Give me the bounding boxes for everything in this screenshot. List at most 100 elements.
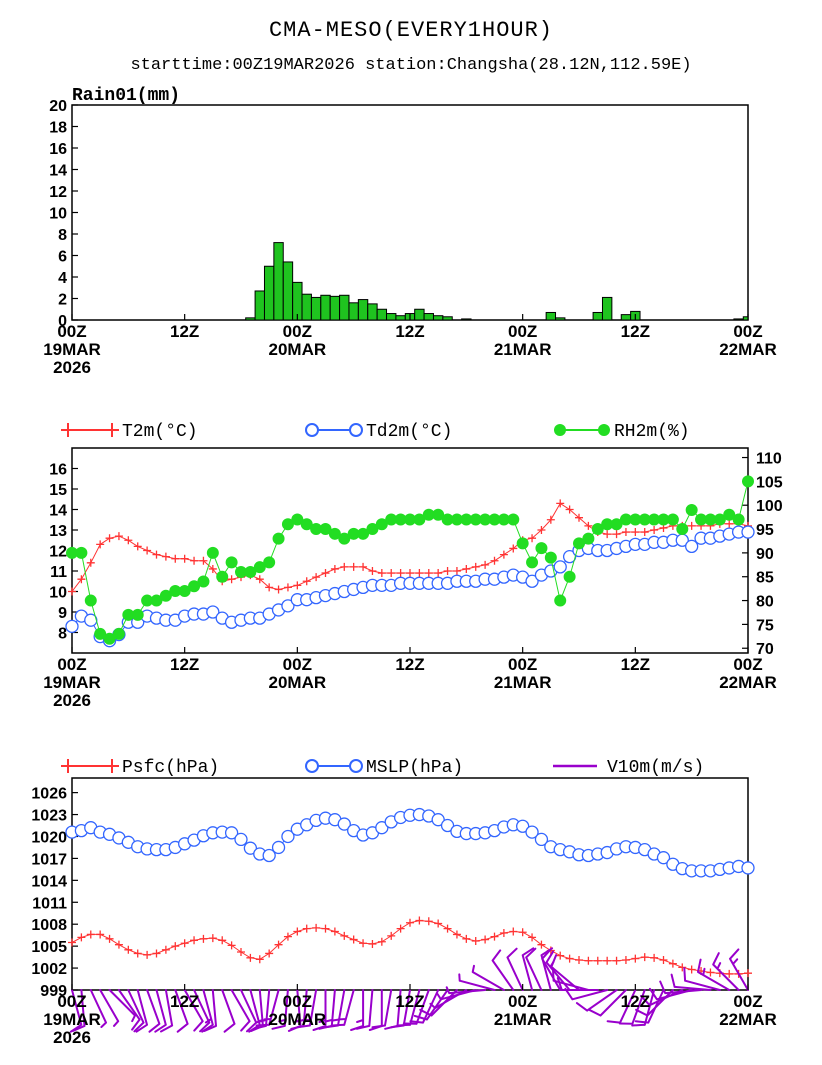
rain-bar xyxy=(432,315,444,321)
rh2m-point xyxy=(375,518,388,531)
rh2m-legend-marker xyxy=(554,424,566,436)
mslp-point xyxy=(375,821,389,835)
surface-y-tick-label: 15 xyxy=(49,482,67,499)
rh2m-point xyxy=(131,608,144,621)
x-tick-label: 12Z xyxy=(621,322,650,341)
rain-bar xyxy=(245,317,256,321)
rain-y-tick-label: 20 xyxy=(49,98,67,115)
psfc-point xyxy=(190,936,199,945)
t2m-point xyxy=(509,544,518,553)
t2m-legend-label: T2m(°C) xyxy=(122,422,198,442)
rain-bar xyxy=(282,261,294,321)
rh2m-point xyxy=(732,513,745,526)
rh2m-point xyxy=(338,532,351,545)
x-date-label: 21MAR xyxy=(494,340,552,359)
t2m-point xyxy=(321,569,330,578)
psfc-point xyxy=(255,955,264,964)
t2m-point xyxy=(687,521,696,530)
wind-barb xyxy=(221,989,236,1033)
t2m-point xyxy=(105,534,114,543)
psfc-point xyxy=(124,945,133,954)
mslp-point xyxy=(534,832,549,847)
rain-y-tick-label: 0 xyxy=(58,313,67,330)
psfc-legend-label: Psfc(hPa) xyxy=(122,758,219,778)
mslp-point xyxy=(741,861,755,875)
wind-barb xyxy=(506,947,524,991)
x-date-label: 21MAR xyxy=(494,1010,552,1029)
rain-bar xyxy=(461,318,472,321)
wind-barb xyxy=(117,989,141,1031)
td2m-point xyxy=(281,599,295,613)
wind-barb xyxy=(99,989,120,1027)
x-date-label: 21MAR xyxy=(494,673,552,692)
psfc-point xyxy=(452,930,461,939)
rh2m-point xyxy=(713,513,726,526)
t2m-point xyxy=(396,569,405,578)
psfc-point xyxy=(86,930,95,939)
x-date-label: 20MAR xyxy=(269,1010,327,1029)
wind-barb xyxy=(445,986,487,995)
rain-bar xyxy=(320,294,331,321)
rain-y-tick-label: 16 xyxy=(49,141,67,158)
rain-y-tick-label: 18 xyxy=(49,120,67,137)
t2m-point xyxy=(452,567,461,575)
t2m-point xyxy=(349,562,358,571)
wind-barb xyxy=(356,989,374,1030)
x-tick-label: 00Z xyxy=(57,992,86,1011)
wind-barb xyxy=(108,989,136,1023)
psfc-point xyxy=(218,936,227,945)
x-tick-label: 00Z xyxy=(283,322,312,341)
x-tick-label: 00Z xyxy=(283,655,312,674)
wind-barbs xyxy=(69,947,749,1033)
psfc-legend: Psfc(hPa) xyxy=(61,758,219,778)
rh2m-point xyxy=(357,527,370,540)
rain-bar xyxy=(367,303,378,321)
x-date-label: 20MAR xyxy=(269,673,327,692)
wind-barb xyxy=(491,949,515,991)
t2m-point xyxy=(415,569,424,578)
psfc-point xyxy=(143,950,152,959)
x-tick-label: 00Z xyxy=(733,992,762,1011)
psfc-point xyxy=(114,940,123,949)
psfc-point xyxy=(443,924,452,933)
t2m-point xyxy=(124,536,133,545)
rain-bar xyxy=(555,317,566,321)
y-right-tick-label: 100 xyxy=(756,498,783,515)
psfc-point xyxy=(237,947,245,956)
y-right-tick-label: 105 xyxy=(756,474,783,491)
x-year-label: 2026 xyxy=(53,691,91,710)
rh2m-point xyxy=(84,594,97,607)
y-right-tick-label: 70 xyxy=(756,641,774,658)
psfc-point xyxy=(208,934,217,943)
rh2m-point xyxy=(516,537,529,550)
wind-barb xyxy=(154,989,167,1033)
psfc-point xyxy=(152,949,161,958)
surface-y-tick-label: 12 xyxy=(49,544,67,561)
psfc-point xyxy=(424,917,433,926)
rain-bar xyxy=(733,318,744,321)
wind-barb xyxy=(271,989,289,1030)
wind-barb xyxy=(606,989,637,1024)
rain-y-tick-label: 10 xyxy=(49,206,67,223)
t2m-point xyxy=(406,569,414,578)
psfc-point xyxy=(650,953,659,962)
wind-barb xyxy=(255,989,280,1027)
mslp-point xyxy=(337,817,351,831)
td2m-legend: Td2m(°C) xyxy=(305,422,452,442)
rain-y-tick-label: 14 xyxy=(49,163,67,180)
t2m-point xyxy=(68,587,76,596)
rh2m-point xyxy=(742,475,754,488)
x-tick-label: 12Z xyxy=(395,322,424,341)
td2m-legend-marker xyxy=(305,423,319,437)
rh2m-point xyxy=(328,527,341,540)
rain-bar xyxy=(620,314,632,321)
psfc-point xyxy=(706,968,715,977)
psfc-point xyxy=(490,932,499,941)
td2m-point xyxy=(206,605,220,619)
psfc-point xyxy=(593,956,602,965)
rh2m-point xyxy=(300,518,313,531)
rh2m-point xyxy=(554,594,567,607)
psfc-point xyxy=(481,935,490,944)
t2m-point xyxy=(584,521,593,530)
mslp-point xyxy=(431,813,445,827)
